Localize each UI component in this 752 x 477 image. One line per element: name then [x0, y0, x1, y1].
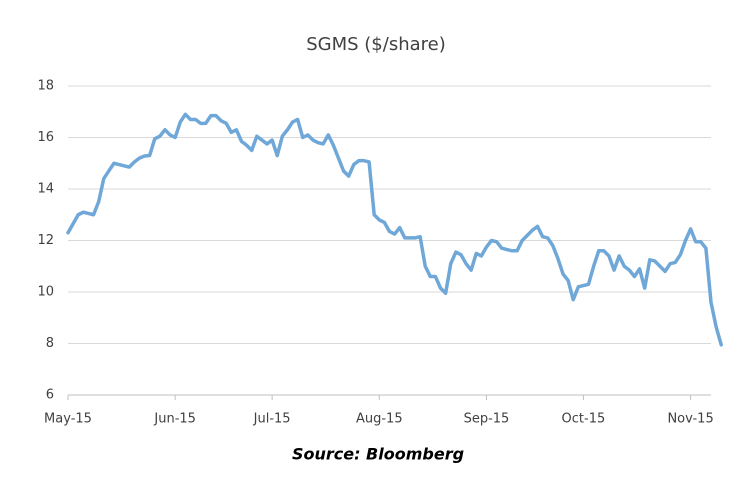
x-tick-label: Sep-15 — [464, 412, 510, 427]
price-line — [66, 112, 723, 347]
y-tick-label: 16 — [37, 130, 54, 145]
x-tick-label: Nov-15 — [667, 412, 713, 427]
source-note: Source: Bloomberg — [292, 445, 464, 464]
y-tick-label: 14 — [37, 182, 54, 197]
y-tick-label: 10 — [37, 285, 54, 300]
y-tick-label: 12 — [37, 233, 54, 248]
y-tick-label: 6 — [46, 388, 54, 403]
y-tick-label: 8 — [46, 336, 54, 351]
chart-title: SGMS ($/share) — [306, 34, 446, 55]
x-tick-label: May-15 — [44, 412, 92, 427]
y-tick-label: 18 — [37, 79, 54, 94]
x-tick-label: Jul-15 — [253, 412, 291, 427]
x-tick-label: Aug-15 — [356, 412, 403, 427]
x-tick-label: Oct-15 — [562, 412, 606, 427]
x-tick-label: Jun-15 — [153, 412, 196, 427]
